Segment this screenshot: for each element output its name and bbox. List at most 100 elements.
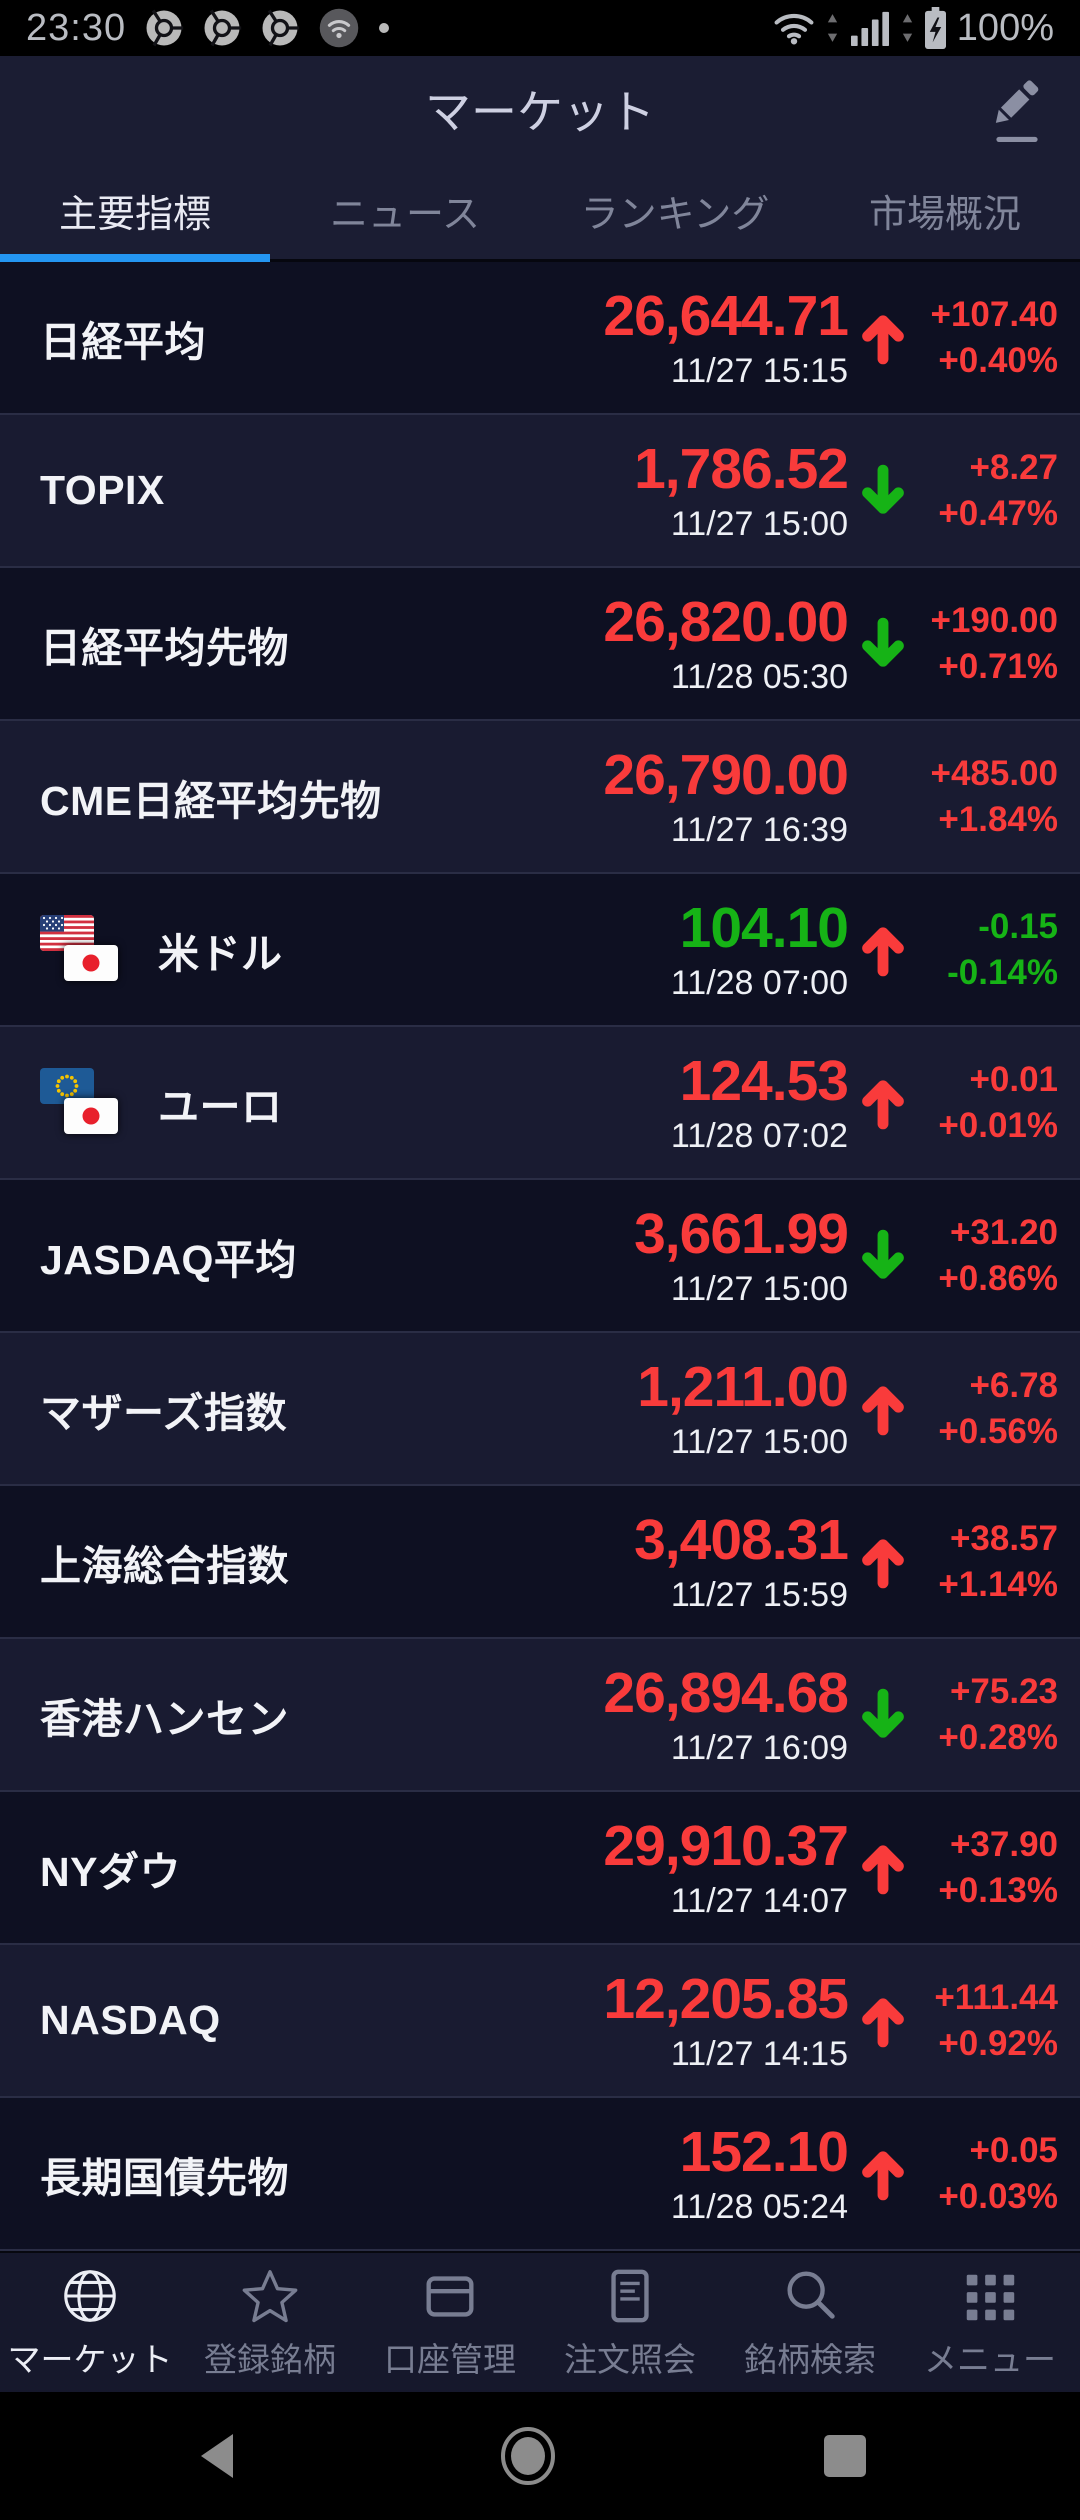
quote-timestamp: 11/28 05:30 (670, 657, 848, 696)
nav-item-account[interactable]: 口座管理 (360, 2253, 540, 2392)
market-row[interactable]: 米ドル 104.10 11/28 07:00 -0.15 -0.14% (0, 874, 1080, 1027)
market-row[interactable]: 長期国債先物 152.10 11/28 05:24 +0.05 +0.03% (0, 2098, 1080, 2251)
market-row[interactable]: マザーズ指数 1,211.00 11/27 15:00 +6.78 +0.56% (0, 1333, 1080, 1486)
nav-item-label: 銘柄検索 (744, 2340, 876, 2378)
change-value: +107.40 (930, 294, 1059, 334)
home-button[interactable] (500, 2426, 556, 2486)
flag-us-icon (40, 914, 94, 951)
instrument-name: CME日経平均先物 (40, 777, 382, 824)
nav-item-orders[interactable]: 注文照会 (540, 2253, 720, 2392)
trend-up-arrow-icon (848, 309, 918, 367)
quote-timestamp: 11/28 07:00 (670, 963, 848, 1002)
instrument-name: NASDAQ (40, 1997, 221, 2043)
last-price: 3,661.99 (634, 1201, 849, 1266)
change-percent: -0.14% (947, 952, 1058, 992)
market-row[interactable]: NASDAQ 12,205.85 11/27 14:15 +111.44 +0.92% (0, 1945, 1080, 2098)
instrument: NYダウ (40, 1838, 603, 1898)
change-block: +111.44 +0.92% (918, 1975, 1058, 2067)
tab-market-overview[interactable]: 市場概況 (868, 194, 1021, 236)
nav-item-market[interactable]: マーケット (0, 2253, 180, 2392)
grid-icon (959, 2265, 1021, 2327)
nav-item-menu[interactable]: メニュー (900, 2253, 1080, 2392)
quote: 152.10 11/28 05:24 (671, 2119, 849, 2225)
instrument-name: 上海総合指数 (40, 1542, 289, 1589)
market-row[interactable]: ユーロ 124.53 11/28 07:02 +0.01 +0.01% (0, 1027, 1080, 1180)
last-price: 3,408.31 (634, 1507, 849, 1572)
battery-charging-icon (924, 7, 947, 49)
change-value: +31.20 (949, 1212, 1058, 1252)
change-block: +38.57 +1.14% (918, 1516, 1058, 1608)
flag-eu-icon (40, 1067, 94, 1104)
signal-bars-icon (849, 9, 891, 47)
instrument: 日経平均先物 (40, 614, 603, 674)
quote: 26,894.68 11/27 16:09 (603, 1664, 849, 1766)
last-price: 124.53 (679, 1048, 849, 1113)
wifi-icon (772, 9, 816, 47)
change-percent: +0.47% (938, 493, 1058, 533)
quote: 26,820.00 11/28 05:30 (603, 593, 849, 696)
change-block: +485.00 +1.84% (918, 751, 1059, 843)
bottom-nav: マーケット 登録銘柄 口座管理 注文照会 銘柄検索 メニュー (0, 2251, 1080, 2392)
market-row[interactable]: 香港ハンセン 26,894.68 11/27 16:09 +75.23 +0.28% (0, 1639, 1080, 1792)
change-block: +6.78 +0.56% (918, 1363, 1058, 1455)
nav-item-label: 登録銘柄 (204, 2340, 336, 2378)
chrome-icon (144, 8, 184, 48)
market-row[interactable]: 日経平均 26,644.71 11/27 15:15 +107.40 +0.40% (0, 262, 1080, 415)
nav-item-watchlist[interactable]: 登録銘柄 (180, 2253, 360, 2392)
change-percent: +0.01% (938, 1105, 1058, 1145)
quote: 1,786.52 11/27 15:00 (634, 440, 849, 542)
pencil-icon[interactable] (984, 72, 1050, 148)
wifi-circle-icon (318, 7, 360, 49)
change-value: +6.78 (969, 1365, 1058, 1405)
market-row[interactable]: CME日経平均先物 26,790.00 11/27 16:39 +485.00 +1.8… (0, 721, 1080, 874)
page-title: マーケット (425, 86, 655, 138)
back-button[interactable] (197, 2432, 237, 2480)
last-price: 152.10 (679, 2119, 849, 2184)
instrument: CME日経平均先物 (40, 767, 603, 827)
document-icon (599, 2265, 661, 2327)
card-icon (419, 2265, 481, 2327)
quote-timestamp: 11/27 15:00 (670, 1422, 848, 1461)
quote: 29,910.37 11/27 14:07 (603, 1817, 849, 1919)
instrument: TOPIX (40, 467, 634, 514)
market-row[interactable]: JASDAQ平均 3,661.99 11/27 15:00 +31.20 +0.86% (0, 1180, 1080, 1333)
change-block: +31.20 +0.86% (918, 1210, 1058, 1302)
last-price: 1,211.00 (637, 1354, 849, 1419)
instrument: 日経平均 (40, 308, 603, 368)
nav-item-label: メニュー (924, 2340, 1056, 2378)
instrument: JASDAQ平均 (40, 1226, 634, 1286)
market-row[interactable]: NYダウ 29,910.37 11/27 14:07 +37.90 +0.13% (0, 1792, 1080, 1945)
market-row[interactable]: 上海総合指数 3,408.31 11/27 15:59 +38.57 +1.14% (0, 1486, 1080, 1639)
trend-up-arrow-icon (848, 921, 918, 979)
change-percent: +1.14% (938, 1564, 1058, 1604)
change-percent: +0.86% (938, 1258, 1058, 1298)
trend-up-arrow-icon (848, 1992, 918, 2050)
quote: 3,408.31 11/27 15:59 (634, 1507, 849, 1613)
updown-arrows-icon (901, 9, 914, 47)
change-percent: +0.40% (938, 340, 1058, 380)
instrument: ユーロ (40, 1067, 671, 1138)
instrument-name: 長期国債先物 (40, 2154, 289, 2201)
instrument-name: 米ドル (158, 930, 283, 977)
trend-down-arrow-icon (848, 462, 918, 520)
nav-item-stock-search[interactable]: 銘柄検索 (720, 2253, 900, 2392)
tab-ranking[interactable]: ランキング (580, 194, 770, 236)
recents-button[interactable] (822, 2433, 868, 2479)
tab-main-indices[interactable]: 主要指標 (0, 162, 270, 262)
quote-timestamp: 11/27 14:15 (670, 2034, 848, 2073)
instrument: マザーズ指数 (40, 1379, 637, 1439)
change-value: +0.01 (969, 1059, 1058, 1099)
instrument: 上海総合指数 (40, 1532, 634, 1592)
star-icon (239, 2265, 301, 2327)
change-value: +38.57 (949, 1518, 1058, 1558)
quote-timestamp: 11/27 15:00 (670, 1269, 848, 1308)
tab-news[interactable]: ニュース (329, 194, 481, 236)
updown-arrows-icon (826, 9, 839, 47)
market-row[interactable]: 日経平均先物 26,820.00 11/28 05:30 +190.00 +0.71% (0, 568, 1080, 721)
instrument-name: 日経平均 (40, 318, 206, 365)
market-row[interactable]: TOPIX 1,786.52 11/27 15:00 +8.27 +0.47% (0, 415, 1080, 568)
chrome-icon (202, 8, 242, 48)
change-percent: +0.28% (938, 1717, 1058, 1757)
change-percent: +0.03% (938, 2176, 1058, 2216)
